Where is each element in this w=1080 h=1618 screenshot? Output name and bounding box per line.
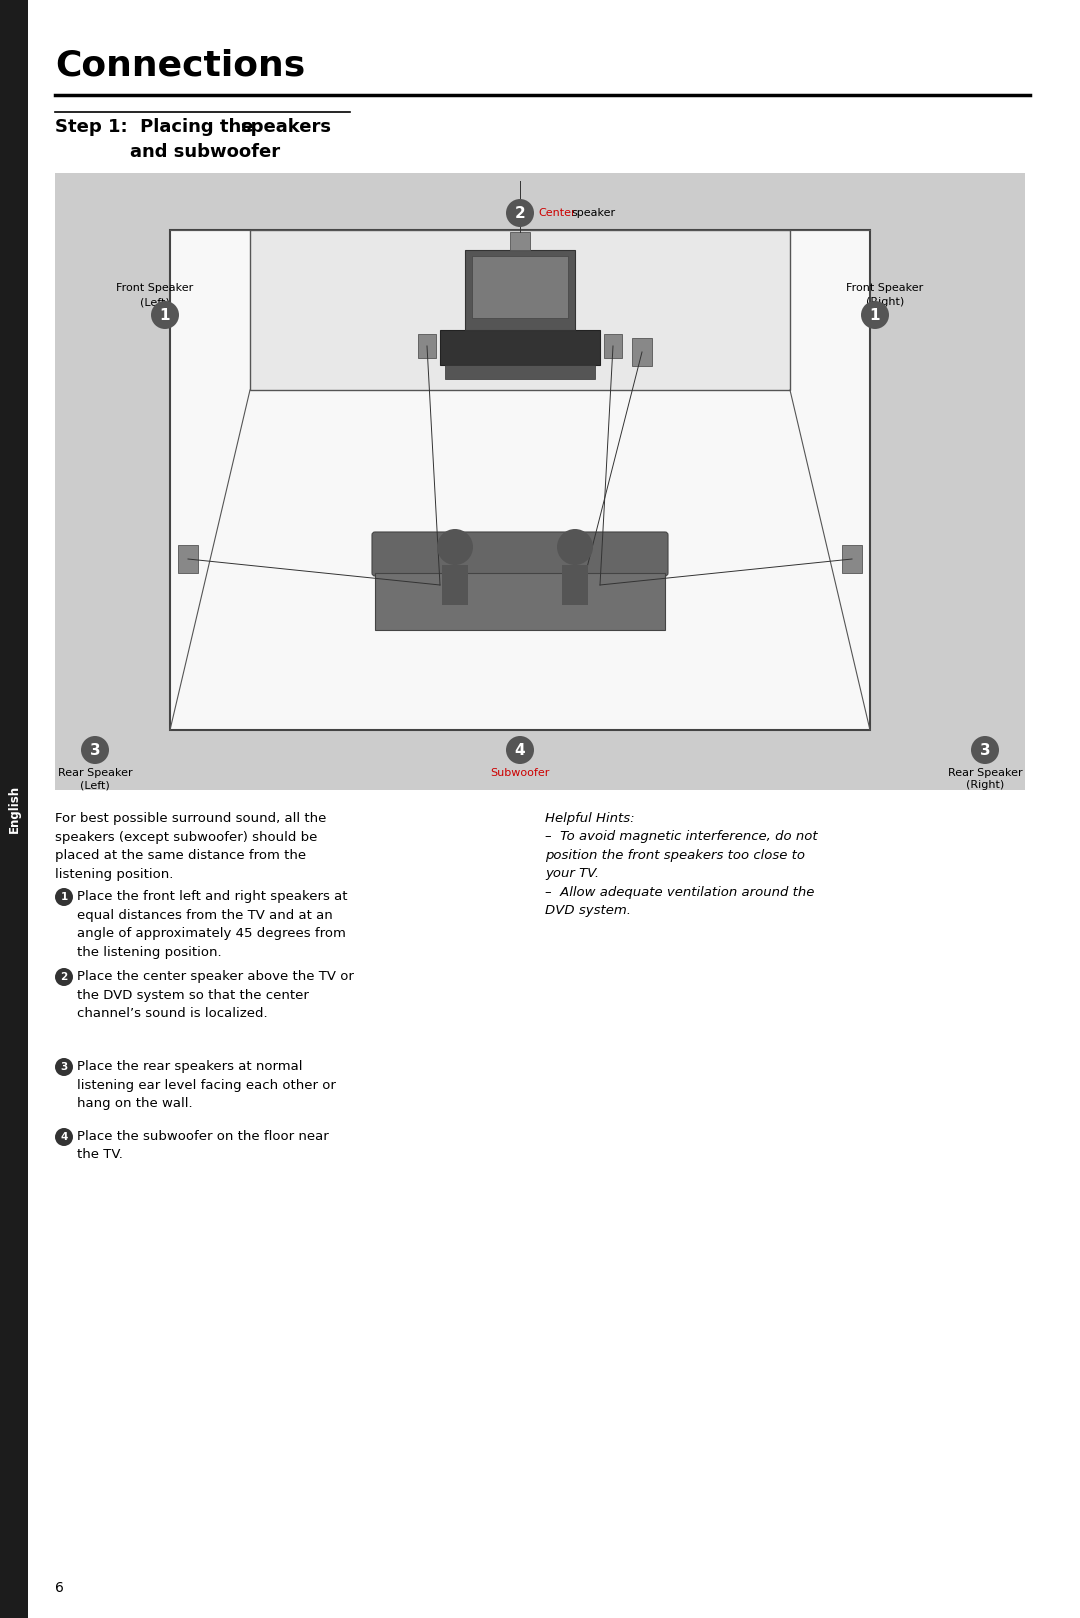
Bar — [375, 573, 665, 629]
Bar — [249, 230, 789, 390]
Circle shape — [81, 736, 109, 764]
Bar — [440, 330, 600, 366]
Circle shape — [437, 529, 473, 565]
Circle shape — [55, 1058, 73, 1076]
Text: 3: 3 — [60, 1061, 68, 1073]
Text: 3: 3 — [90, 743, 100, 757]
Text: 1: 1 — [160, 307, 171, 322]
Text: Step 1:  Placing the: Step 1: Placing the — [55, 118, 260, 136]
Circle shape — [971, 736, 999, 764]
Bar — [0, 0, 28, 1618]
Bar — [465, 251, 575, 330]
Text: 6: 6 — [55, 1581, 64, 1595]
Bar — [604, 333, 622, 358]
Circle shape — [151, 301, 179, 328]
Bar — [445, 366, 595, 379]
Text: Front Speaker: Front Speaker — [117, 283, 193, 293]
Text: Front Speaker: Front Speaker — [847, 283, 923, 293]
Circle shape — [55, 888, 73, 906]
Bar — [170, 230, 870, 730]
Bar — [178, 545, 198, 573]
Text: For best possible surround sound, all the
speakers (except subwoofer) should be
: For best possible surround sound, all th… — [55, 812, 326, 880]
Text: Place the front left and right speakers at
equal distances from the TV and at an: Place the front left and right speakers … — [77, 890, 348, 958]
Text: Rear Speaker: Rear Speaker — [947, 769, 1023, 778]
Circle shape — [507, 199, 534, 227]
Text: 3: 3 — [980, 743, 990, 757]
Text: –  To avoid magnetic interference, do not
position the front speakers too close : – To avoid magnetic interference, do not… — [545, 830, 818, 917]
Text: (Left): (Left) — [140, 298, 170, 307]
Bar — [472, 256, 568, 319]
Text: 2: 2 — [515, 205, 525, 220]
Circle shape — [55, 968, 73, 985]
Bar — [55, 173, 1025, 790]
Text: Place the center speaker above the TV or
the DVD system so that the center
chann: Place the center speaker above the TV or… — [77, 971, 354, 1019]
Text: 1: 1 — [60, 892, 68, 901]
FancyBboxPatch shape — [562, 565, 588, 605]
Text: 2: 2 — [60, 972, 68, 982]
Text: (Right): (Right) — [866, 298, 904, 307]
Circle shape — [557, 529, 593, 565]
Text: (Left): (Left) — [80, 780, 110, 790]
FancyBboxPatch shape — [372, 532, 669, 576]
Text: and subwoofer: and subwoofer — [130, 142, 280, 162]
Text: Connections: Connections — [55, 49, 306, 83]
Bar — [842, 545, 862, 573]
Text: Helpful Hints:: Helpful Hints: — [545, 812, 635, 825]
Text: 4: 4 — [60, 1133, 68, 1142]
Text: Place the subwoofer on the floor near
the TV.: Place the subwoofer on the floor near th… — [77, 1129, 328, 1162]
Text: Rear Speaker: Rear Speaker — [57, 769, 133, 778]
Text: 4: 4 — [515, 743, 525, 757]
Text: 1: 1 — [869, 307, 880, 322]
Bar — [510, 231, 530, 251]
Text: (Right): (Right) — [966, 780, 1004, 790]
Circle shape — [507, 736, 534, 764]
Text: Place the rear speakers at normal
listening ear level facing each other or
hang : Place the rear speakers at normal listen… — [77, 1060, 336, 1110]
Circle shape — [55, 1128, 73, 1146]
Text: English: English — [8, 785, 21, 833]
Circle shape — [861, 301, 889, 328]
Bar — [632, 338, 652, 366]
FancyBboxPatch shape — [442, 565, 468, 605]
Text: Subwoofer: Subwoofer — [490, 769, 550, 778]
Bar — [418, 333, 436, 358]
Text: Center: Center — [538, 209, 576, 218]
Text: speaker: speaker — [571, 209, 616, 218]
Text: speakers: speakers — [240, 118, 330, 136]
